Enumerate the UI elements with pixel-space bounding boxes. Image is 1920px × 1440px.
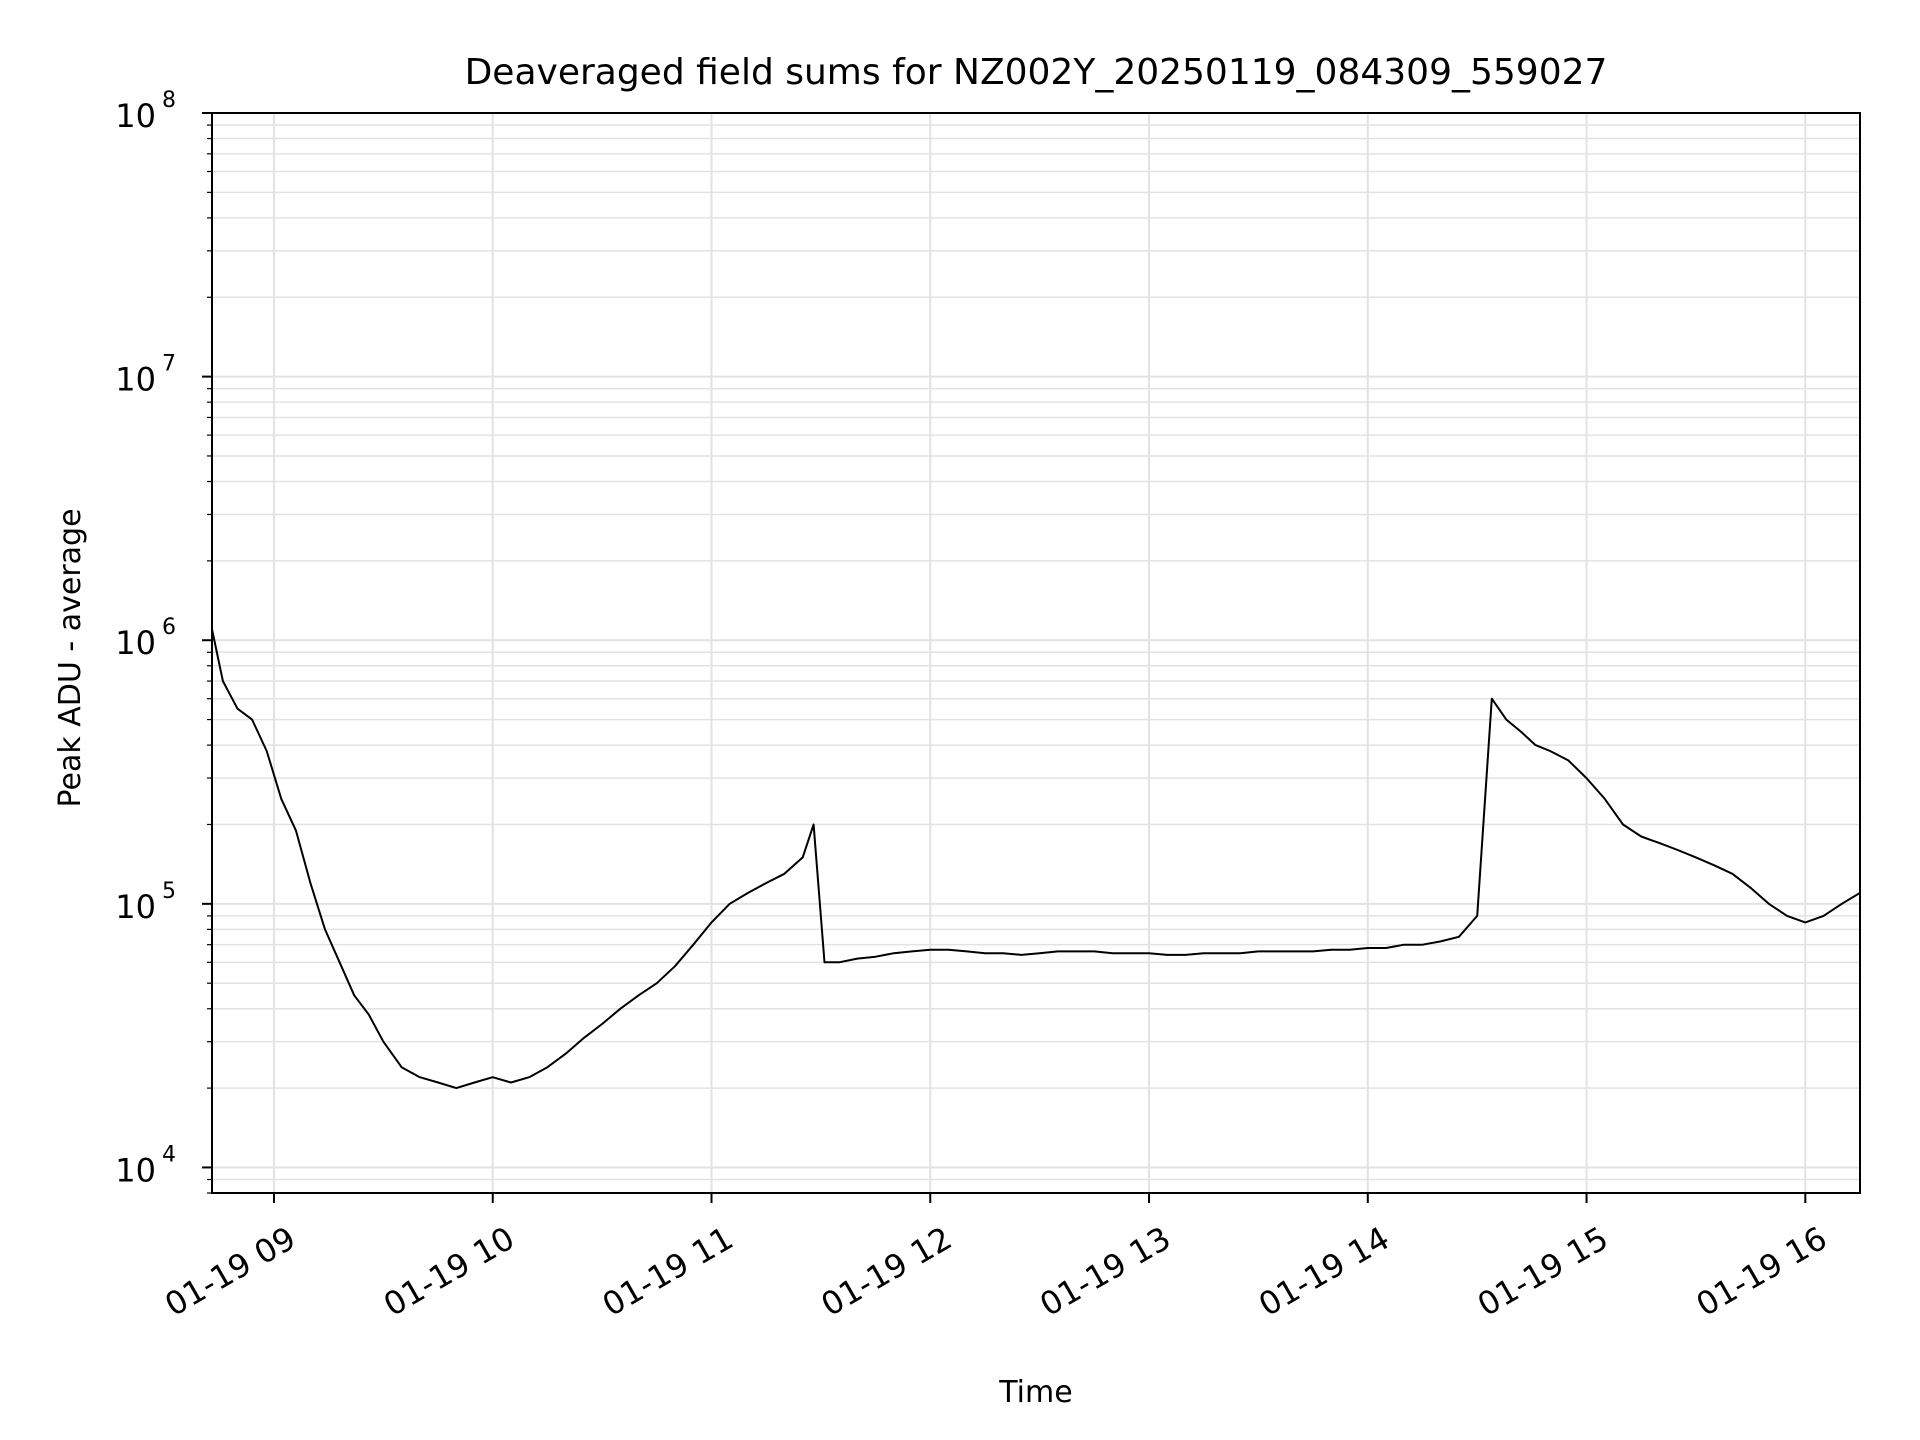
series-group: [211, 629, 1861, 1090]
y-tick-label: 10: [115, 624, 156, 662]
x-tick-label: 01-19 15: [1471, 1219, 1615, 1324]
y-tick-exponent: 4: [162, 1142, 176, 1167]
x-axis-label: Time: [998, 1375, 1072, 1410]
x-tick-label: 01-19 09: [158, 1219, 302, 1324]
chart-title: Deaveraged field sums for NZ002Y_2025011…: [465, 52, 1608, 93]
y-tick-exponent: 5: [162, 879, 176, 904]
x-tick-label: 01-19 11: [596, 1219, 740, 1324]
x-tick-label: 01-19 14: [1252, 1219, 1396, 1324]
x-tick-label: 01-19 16: [1690, 1219, 1834, 1324]
y-tick-exponent: 8: [162, 88, 176, 113]
y-tick-label: 10: [115, 888, 156, 926]
series-line: [211, 629, 1861, 1090]
plot-frame: [211, 112, 1861, 1194]
x-axis: 01-19 09 01-19 10 01-19 11 01-19 12 01-19 13…: [158, 1193, 1833, 1324]
grid: [212, 112, 1860, 1194]
x-tick-label: 01-19 12: [815, 1219, 959, 1324]
y-tick-label: 10: [115, 97, 156, 135]
y-axis-label: Peak ADU - average: [53, 508, 88, 807]
y-tick-label: 10: [115, 1151, 156, 1189]
y-tick-exponent: 7: [162, 352, 176, 377]
x-tick-label: 01-19 10: [377, 1219, 521, 1324]
y-tick-label: 10: [115, 361, 156, 399]
x-tick-label: 01-19 13: [1033, 1219, 1177, 1324]
y-tick-exponent: 6: [162, 615, 176, 640]
